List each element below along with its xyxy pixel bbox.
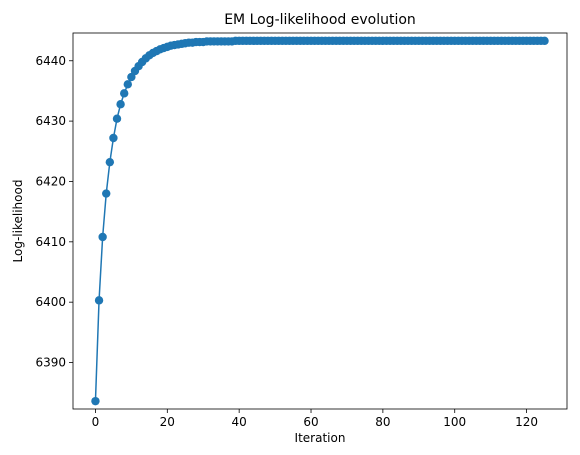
- x-axis-label: Iteration: [295, 431, 346, 445]
- data-point: [116, 100, 125, 109]
- data-point: [120, 89, 129, 98]
- x-tick-label: 80: [375, 415, 390, 429]
- data-point: [123, 80, 132, 89]
- y-axis: 6390 6400 6410 6420 6430 6440: [35, 54, 73, 370]
- data-point: [102, 189, 111, 198]
- data-point: [94, 296, 104, 305]
- y-tick-label: 6390: [35, 356, 66, 370]
- x-tick-label: 120: [515, 415, 538, 429]
- plot-area: [72, 32, 568, 410]
- y-tick-label: 6440: [35, 54, 66, 68]
- x-axis: 0 20 40 60 80 100 120: [92, 409, 538, 429]
- x-tick-label: 60: [303, 415, 318, 429]
- x-tick-label: 20: [160, 415, 175, 429]
- chart-title: EM Log-likelihood evolution: [224, 12, 416, 28]
- y-tick-label: 6410: [35, 235, 66, 249]
- data-point: [109, 133, 118, 143]
- plot-frame: [72, 32, 568, 410]
- y-axis-label: Log-likelihood: [11, 180, 25, 263]
- y-tick-label: 6400: [35, 295, 66, 309]
- data-point: [91, 396, 100, 406]
- y-tick-label: 6420: [35, 174, 66, 188]
- x-tick-label: 100: [443, 415, 466, 429]
- data-point: [112, 114, 122, 123]
- data-point: [105, 157, 115, 167]
- data-point: [540, 36, 549, 46]
- series-group: [91, 36, 549, 406]
- x-tick-label: 0: [92, 415, 100, 429]
- data-point: [98, 232, 107, 242]
- x-tick-label: 40: [232, 415, 247, 429]
- y-tick-label: 6430: [35, 114, 66, 128]
- data-point: [127, 72, 136, 82]
